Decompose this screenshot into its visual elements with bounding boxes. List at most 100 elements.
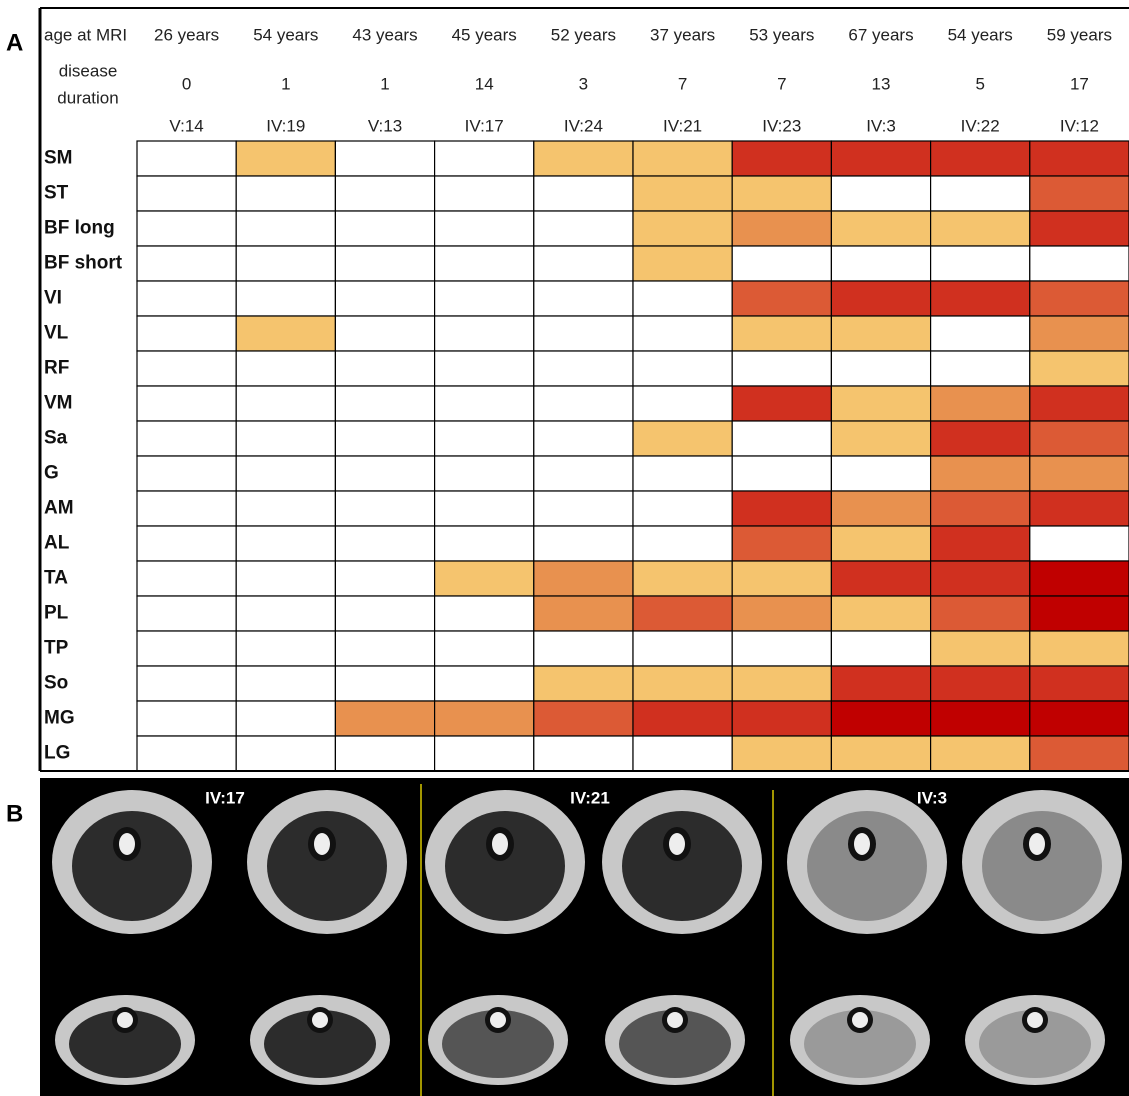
duration: 7 (777, 74, 786, 93)
heat-cell (732, 176, 831, 211)
heat-cell (1030, 281, 1129, 316)
heat-cell (1030, 386, 1129, 421)
heat-cell (335, 456, 434, 491)
heat-cell (931, 246, 1030, 281)
row-label: VL (44, 323, 69, 344)
marrow (852, 1012, 868, 1028)
heat-cell (137, 736, 236, 771)
heat-cell (931, 141, 1030, 176)
heat-cell (335, 701, 434, 736)
heat-cell (236, 561, 335, 596)
heat-cell (137, 596, 236, 631)
heat-cell (534, 491, 633, 526)
heat-cell (831, 526, 930, 561)
row-label: SM (44, 148, 73, 169)
heat-cell (137, 491, 236, 526)
heat-cell (831, 666, 930, 701)
heat-cell (236, 666, 335, 701)
marrow (854, 833, 870, 855)
marrow (492, 833, 508, 855)
heat-cell (633, 141, 732, 176)
marrow (117, 1012, 133, 1028)
marrow (669, 833, 685, 855)
heat-cell (1030, 596, 1129, 631)
heat-cell (633, 351, 732, 386)
heat-cell (831, 316, 930, 351)
heat-cell (335, 176, 434, 211)
heat-cell (335, 631, 434, 666)
heat-cell (435, 526, 534, 561)
heat-cell (534, 316, 633, 351)
duration: 7 (678, 74, 687, 93)
heat-cell (732, 596, 831, 631)
heat-cell (236, 281, 335, 316)
heat-cell (435, 631, 534, 666)
heat-cell (1030, 351, 1129, 386)
marrow (119, 833, 135, 855)
heat-cell (831, 736, 930, 771)
heat-cell (831, 351, 930, 386)
row-label: PL (44, 603, 69, 624)
heat-cell (1030, 456, 1129, 491)
heat-cell (633, 211, 732, 246)
heat-cell (534, 211, 633, 246)
heat-cell (236, 246, 335, 281)
heat-cell (335, 526, 434, 561)
row-label: VI (44, 288, 62, 309)
heat-cell (435, 491, 534, 526)
image-label: IV:3 (917, 788, 947, 807)
heat-cell (137, 561, 236, 596)
heat-cell (534, 141, 633, 176)
heat-cell (732, 246, 831, 281)
heat-cell (236, 491, 335, 526)
heat-cell (335, 421, 434, 456)
heat-cell (1030, 211, 1129, 246)
heat-cell (633, 246, 732, 281)
image-label: IV:17 (205, 788, 245, 807)
heat-cell (435, 421, 534, 456)
heat-cell (435, 316, 534, 351)
marrow (490, 1012, 506, 1028)
thigh-muscle (622, 811, 742, 921)
heat-cell (931, 316, 1030, 351)
heat-cell (1030, 736, 1129, 771)
patient-id: IV:23 (762, 116, 801, 135)
row-label: BF long (44, 218, 115, 239)
heat-cell (236, 211, 335, 246)
heat-cell (534, 526, 633, 561)
heat-cell (137, 421, 236, 456)
heat-cell (534, 246, 633, 281)
heat-cell (534, 596, 633, 631)
heat-cell (236, 351, 335, 386)
heat-cell (732, 386, 831, 421)
heat-cell (335, 246, 434, 281)
row-label: TA (44, 568, 68, 589)
heat-cell (435, 701, 534, 736)
heat-cell (931, 211, 1030, 246)
heat-cell (831, 421, 930, 456)
marrow (1027, 1012, 1043, 1028)
heat-cell (831, 246, 930, 281)
heat-cell (137, 386, 236, 421)
heat-cell (435, 211, 534, 246)
header-label: age at MRI (44, 25, 127, 44)
thigh-muscle (72, 811, 192, 921)
heat-cell (534, 456, 633, 491)
heat-cell (831, 491, 930, 526)
patient-id: V:14 (169, 116, 203, 135)
heat-cell (137, 211, 236, 246)
heat-cell (1030, 526, 1129, 561)
heat-cell (1030, 701, 1129, 736)
heat-cell (1030, 246, 1129, 281)
heat-cell (931, 631, 1030, 666)
row-label: AM (44, 498, 74, 519)
row-label: ST (44, 183, 69, 204)
heat-cell (534, 386, 633, 421)
heat-cell (236, 526, 335, 561)
age: 43 years (352, 25, 417, 44)
age: 45 years (452, 25, 517, 44)
heat-cell (435, 246, 534, 281)
heat-cell (236, 386, 335, 421)
age: 67 years (848, 25, 913, 44)
duration: 0 (182, 74, 191, 93)
